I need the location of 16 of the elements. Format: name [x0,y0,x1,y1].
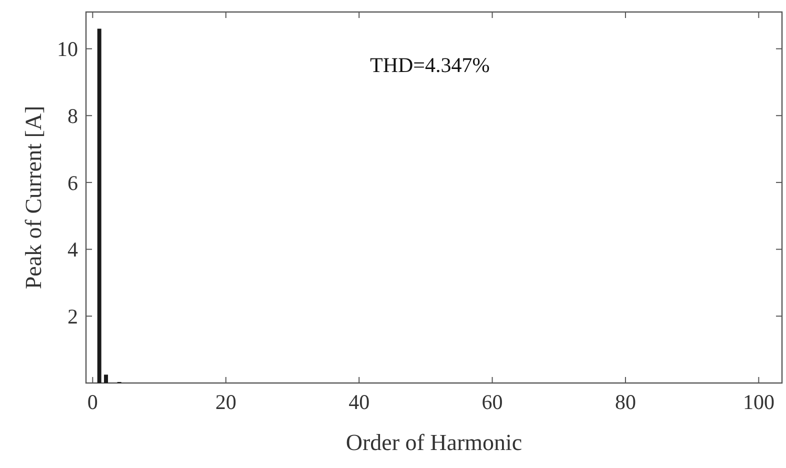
x-tick-label: 60 [482,390,503,414]
y-tick-label: 2 [68,304,78,329]
bar [97,28,102,383]
annotation: THD=4.347% [370,53,490,77]
x-tick-label: 100 [742,390,774,414]
y-axis-title: Peak of Current [A] [21,106,46,290]
bar [104,374,108,383]
y-tick-label: 6 [68,170,78,195]
x-tick-label: 80 [614,390,636,414]
y-tick-label: 4 [68,238,78,262]
x-tick-label: 0 [87,390,98,414]
x-tick-label: 20 [215,390,236,414]
x-tick-label: 40 [348,390,370,414]
y-tick-label: 10 [57,37,78,62]
y-tick-label: 8 [68,104,78,128]
x-axis-title: Order of Harmonic [346,430,522,455]
